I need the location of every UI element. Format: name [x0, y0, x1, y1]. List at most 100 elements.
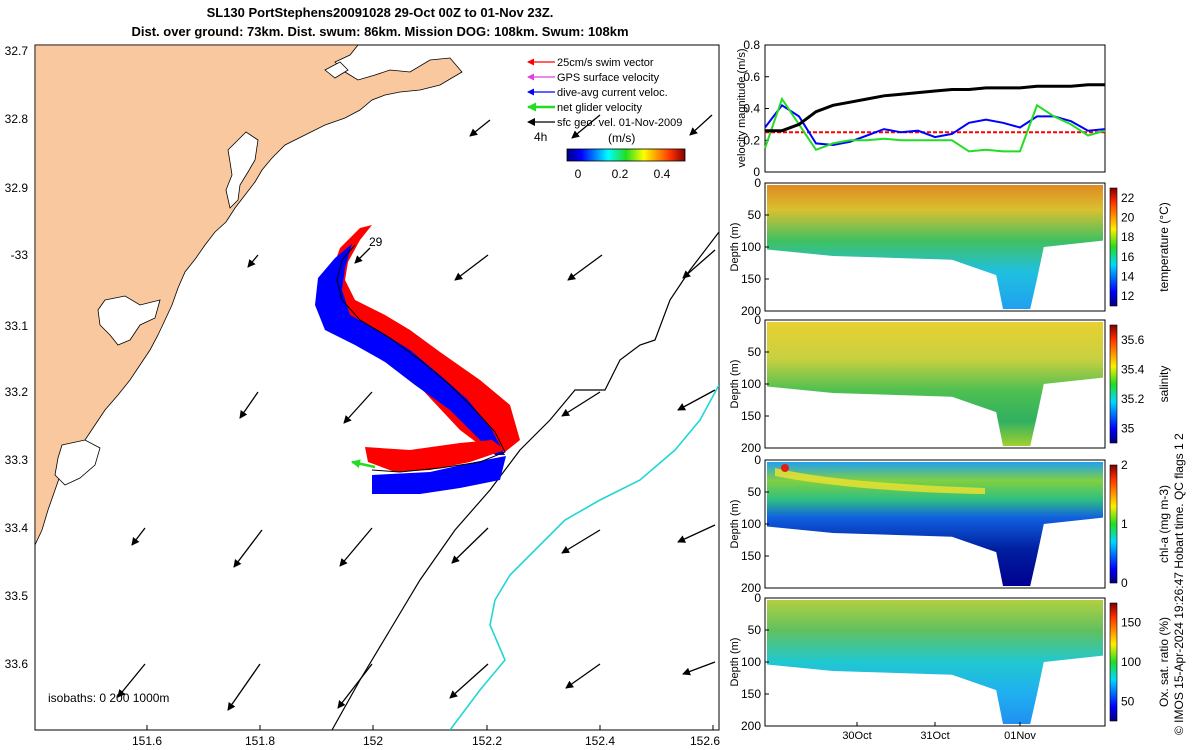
- velocity-tick-label: 0: [753, 165, 760, 179]
- section-data-fill: [767, 600, 1103, 724]
- y-tick-label: 33.1: [5, 319, 29, 333]
- geo-arrow: [682, 661, 716, 676]
- geo-arrow: [337, 663, 373, 709]
- section-colorbar: [1109, 324, 1118, 444]
- y-tick-label: 33.2: [5, 385, 29, 399]
- colorbar-label: Ox. sat. ratio (%): [1157, 617, 1171, 707]
- colorbar-tick-label: 150: [1121, 616, 1141, 630]
- depth-tick-label: 50: [748, 485, 762, 499]
- geo-arrow: [571, 114, 601, 139]
- y-tick-label: 32.7: [5, 44, 29, 58]
- colorbar-tick-label: 35.4: [1121, 362, 1145, 376]
- x-tick-label: 151.6: [132, 734, 162, 748]
- colorbar-tick-label: 0: [1121, 576, 1128, 590]
- colorbar-label: salinity: [1157, 366, 1171, 403]
- colorbar-label: temperature (°C): [1157, 202, 1171, 292]
- depth-tick-label: 200: [741, 304, 761, 318]
- map-panel: 151.6 151.8 152 152.2 152.4 152.6 32.7 3…: [5, 44, 721, 748]
- depth-tick-label: 100: [741, 240, 761, 254]
- geo-arrow: [449, 663, 489, 699]
- depth-tick-label: 200: [741, 441, 761, 455]
- current-vectors-band: [315, 244, 505, 455]
- velocity-line-dive-avg: [764, 103, 1106, 147]
- depth-tick-label: 0: [754, 313, 761, 327]
- depth-tick-label: 200: [741, 719, 761, 733]
- section-panel-ox: 0 50 100 150 200 Depth (m) 50 100 150 Ox. sat. ra…: [729, 591, 1171, 742]
- geo-arrow: [454, 254, 489, 281]
- net-glider-velocity-arrow: [351, 459, 376, 469]
- colorbar-label: chl-a (mg m-3): [1157, 485, 1171, 563]
- legend-item-swim: 25cm/s swim vector: [557, 57, 654, 69]
- map-legend: 25cm/s swim vector GPS surface velocity …: [527, 57, 686, 181]
- section-colorbar: [1109, 187, 1118, 307]
- velocity-tick-label: 0.6: [743, 70, 760, 84]
- section-data-fill: [767, 462, 1103, 586]
- section-panel-chl-a: 0 50 100 150 200 Depth (m) 0 1 2 chl-a (mg m-3): [729, 453, 1171, 595]
- x-tick-label: 151.8: [245, 734, 275, 748]
- geo-arrow: [561, 529, 601, 554]
- y-tick-label: 33.4: [5, 521, 29, 535]
- colorbar-tick-label: 35.6: [1121, 333, 1145, 347]
- geo-arrow: [227, 663, 261, 711]
- isobath-200m: [331, 231, 719, 730]
- velocity-series: [764, 83, 1106, 153]
- velocity-tick-label: 0.2: [743, 133, 760, 147]
- colorbar-tick-label: 14: [1121, 270, 1135, 284]
- y-tick-label: 33.5: [5, 589, 29, 603]
- depth-tick-label: 0: [754, 453, 761, 467]
- coastline-land: [35, 45, 463, 546]
- legend-item-gps: GPS surface velocity: [557, 72, 660, 84]
- colorbar-tick-label: 35.2: [1121, 392, 1145, 406]
- glider-path-line: [336, 244, 506, 473]
- chart-title-line2: Dist. over ground: 73km. Dist. swum: 86k…: [131, 24, 629, 39]
- colorbar-tick-label: 35: [1121, 421, 1135, 435]
- colorbar-tick: 0.4: [654, 167, 671, 181]
- x-tick-label: 152.6: [690, 734, 720, 748]
- inlet-1: [324, 61, 349, 79]
- velocity-tick-label: 0.4: [743, 102, 760, 116]
- section-data-fill: [767, 322, 1103, 446]
- map-x-ticks: 151.6 151.8 152 152.2 152.4 152.6: [132, 725, 720, 748]
- y-tick-label: 33.3: [5, 453, 29, 467]
- section-panel-temperature: 0 50 100 150 200 Depth (m) 12 14 16 18 20 22 tempera…: [729, 176, 1171, 318]
- velocity-ylabel: velocity magnitude (m/s): [736, 48, 748, 167]
- depth-axis-label: Depth (m): [729, 638, 741, 687]
- section-panel-salinity: 0 50 100 150 200 Depth (m) 35 35.2 35.4 35.6 salin…: [729, 313, 1171, 455]
- date-tick-label: 30Oct: [842, 730, 871, 742]
- date-tick-label: 01Nov: [1004, 730, 1036, 742]
- colorbar-tick-label: 1: [1121, 517, 1128, 531]
- depth-tick-label: 0: [754, 176, 761, 190]
- geo-arrow: [469, 119, 491, 137]
- sfc-geo-arrows: [117, 114, 716, 711]
- depth-tick-label: 150: [741, 272, 761, 286]
- colorbar-interval: 4h: [534, 130, 547, 144]
- section-colorbar: [1109, 602, 1118, 722]
- lake-1: [225, 131, 259, 209]
- depth-tick-label: 150: [741, 409, 761, 423]
- velocity-panel: 0 0.2 0.4 0.6 0.8 velocity magnitude (m/s): [736, 38, 1106, 179]
- depth-tick-label: 150: [741, 687, 761, 701]
- geo-arrow: [233, 529, 263, 568]
- colorbar-tick-label: 22: [1121, 191, 1135, 205]
- section-data-fill: [767, 185, 1103, 309]
- y-tick-label: 33.6: [5, 657, 29, 671]
- velocity-frame: [764, 44, 1106, 173]
- swim-vectors-band: [332, 225, 520, 452]
- geo-arrow: [354, 247, 371, 264]
- chl-high-point: [781, 464, 789, 472]
- geo-arrow: [677, 524, 716, 543]
- legend-item-geo: sfc geo. vel. 01-Nov-2009: [557, 117, 682, 129]
- colorbar-tick-label: 16: [1121, 250, 1135, 264]
- geo-arrow: [131, 527, 146, 546]
- y-tick-label: 32.8: [5, 112, 29, 126]
- swim-vectors-lower: [365, 440, 505, 472]
- date-tick-label: 31Oct: [920, 730, 949, 742]
- chart-title-line1: SL130 PortStephens20091028 29-Oct 00Z to…: [206, 5, 554, 20]
- velocity-line-net: [764, 96, 1106, 153]
- x-tick-label: 152.4: [585, 734, 615, 748]
- isobaths-label: isobaths: 0 200 1000m: [48, 691, 169, 705]
- depth-tick-label: 100: [741, 377, 761, 391]
- map-y-ticks: 32.7 32.8 32.9 -33 33.1 33.2 33.3 33.4 3…: [5, 44, 29, 671]
- depth-tick-label: 0: [754, 591, 761, 605]
